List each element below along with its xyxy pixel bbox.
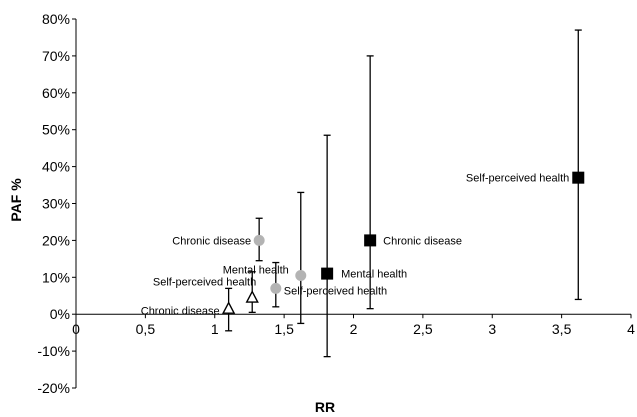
- x-tick-label: 2: [350, 321, 358, 337]
- y-tick-label: -20%: [37, 380, 70, 396]
- x-tick-label: 4: [627, 321, 635, 337]
- axes: -20% -10% 0% 10% 20% 30% 40% 50% 60% 70% 80% 0 0,5 1…: [37, 11, 635, 396]
- y-tick-label: 80%: [42, 11, 70, 27]
- y-tick-label: -10%: [37, 343, 70, 359]
- data-label-chronic-disease: Chronic disease: [141, 306, 220, 318]
- y-tick-label: 0%: [50, 306, 70, 322]
- y-tick-label: 50%: [42, 122, 70, 138]
- data-label-chronic-disease: Chronic disease: [172, 235, 251, 247]
- data-labels: Chronic disease Self-perceived health Chro…: [141, 173, 570, 318]
- y-tick-label: 20%: [42, 232, 70, 248]
- data-label-self-perceived-health: Self-perceived health: [284, 285, 387, 297]
- y-ticks: -20% -10% 0% 10% 20% 30% 40% 50% 60% 70% 80%: [37, 11, 76, 396]
- square-marker: [572, 171, 585, 184]
- circle-marker: [253, 234, 265, 246]
- circle-marker: [295, 269, 307, 281]
- data-label-mental-health: Mental health: [223, 264, 289, 276]
- x-tick-label: 1,5: [274, 321, 294, 337]
- x-tick-label: 3: [488, 321, 496, 337]
- error-bars: [225, 29, 582, 358]
- y-tick-label: 70%: [42, 48, 70, 64]
- triangle-marker: [221, 301, 236, 314]
- x-tick-label: 2,5: [413, 321, 433, 337]
- y-tick-label: 60%: [42, 85, 70, 101]
- x-ticks: 0 0,5 1 1,5 2 2,5 3 3,5 4: [72, 314, 635, 337]
- x-tick-label: 1: [211, 321, 219, 337]
- y-tick-label: 40%: [42, 159, 70, 175]
- y-axis-title: PAF %: [8, 178, 24, 222]
- square-marker: [364, 234, 377, 247]
- x-tick-label: 0: [72, 321, 80, 337]
- data-label-self-perceived-health: Self-perceived health: [466, 173, 569, 185]
- y-tick-label: 30%: [42, 196, 70, 212]
- data-markers: [221, 171, 585, 314]
- x-axis-title: RR: [315, 399, 335, 415]
- y-tick-label: 10%: [42, 269, 70, 285]
- x-tick-label: 3,5: [552, 321, 572, 337]
- data-label-mental-health: Mental health: [341, 269, 407, 281]
- triangle-marker: [245, 290, 259, 303]
- circle-marker: [270, 282, 282, 294]
- data-label-self-perceived-health: Self-perceived health: [153, 277, 256, 289]
- x-tick-label: 0,5: [136, 321, 156, 337]
- square-marker: [321, 267, 334, 280]
- data-label-chronic-disease: Chronic disease: [383, 235, 462, 247]
